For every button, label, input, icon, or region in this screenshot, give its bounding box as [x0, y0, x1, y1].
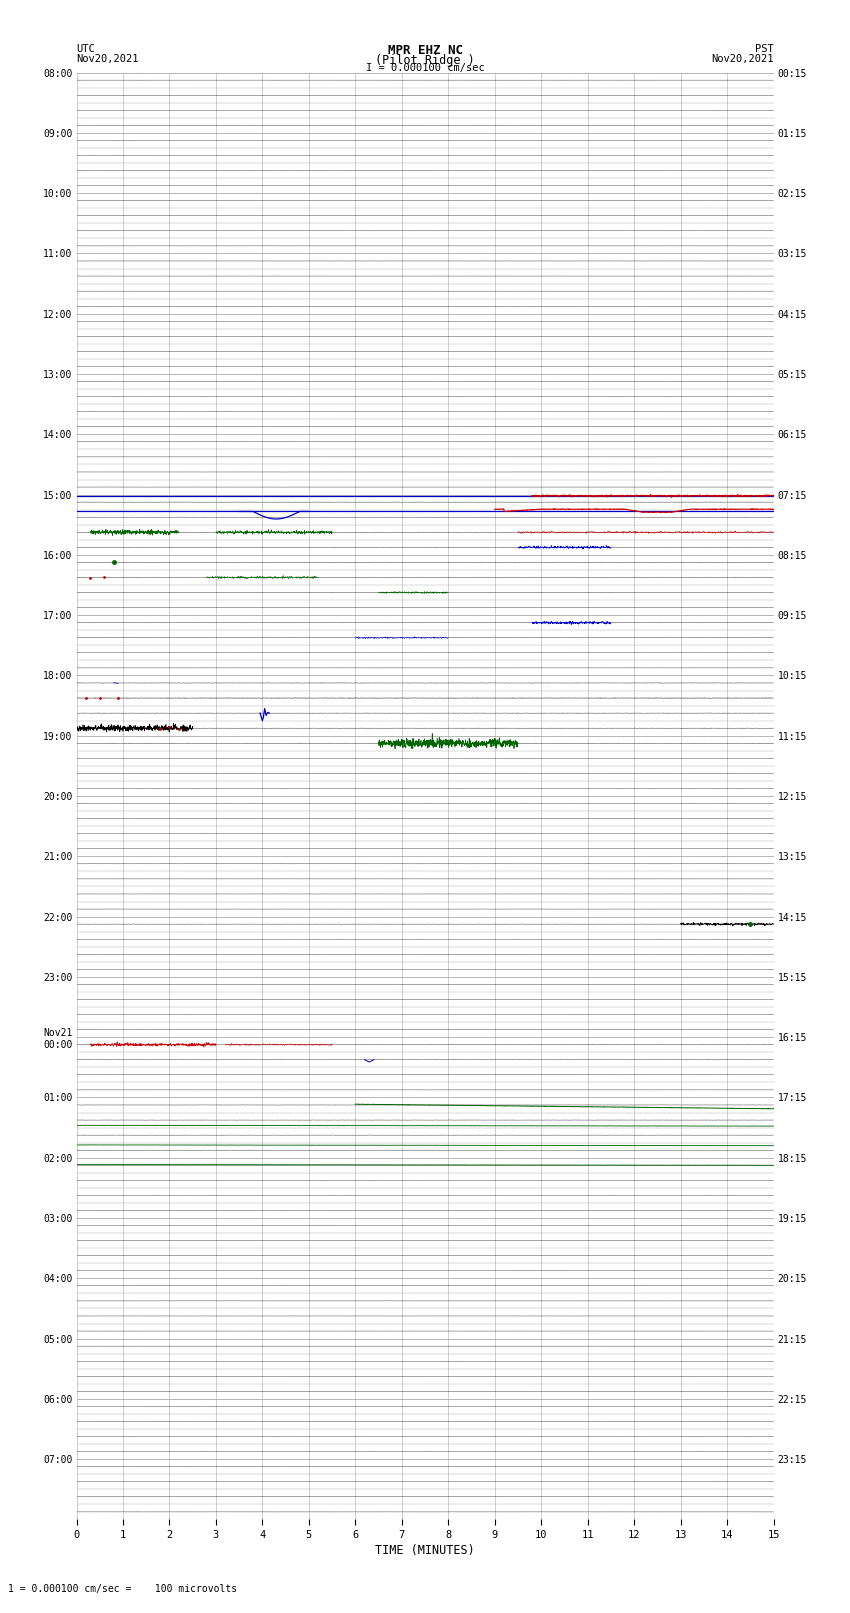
Text: 1 = 0.000100 cm/sec =    100 microvolts: 1 = 0.000100 cm/sec = 100 microvolts [8, 1584, 238, 1594]
Text: Nov20,2021: Nov20,2021 [76, 53, 139, 65]
Text: UTC: UTC [76, 44, 95, 55]
Text: I = 0.000100 cm/sec: I = 0.000100 cm/sec [366, 63, 484, 73]
X-axis label: TIME (MINUTES): TIME (MINUTES) [375, 1544, 475, 1557]
Text: PST: PST [755, 44, 774, 55]
Text: (Pilot Ridge ): (Pilot Ridge ) [375, 53, 475, 68]
Text: Nov20,2021: Nov20,2021 [711, 53, 774, 65]
Text: MPR EHZ NC: MPR EHZ NC [388, 44, 462, 58]
